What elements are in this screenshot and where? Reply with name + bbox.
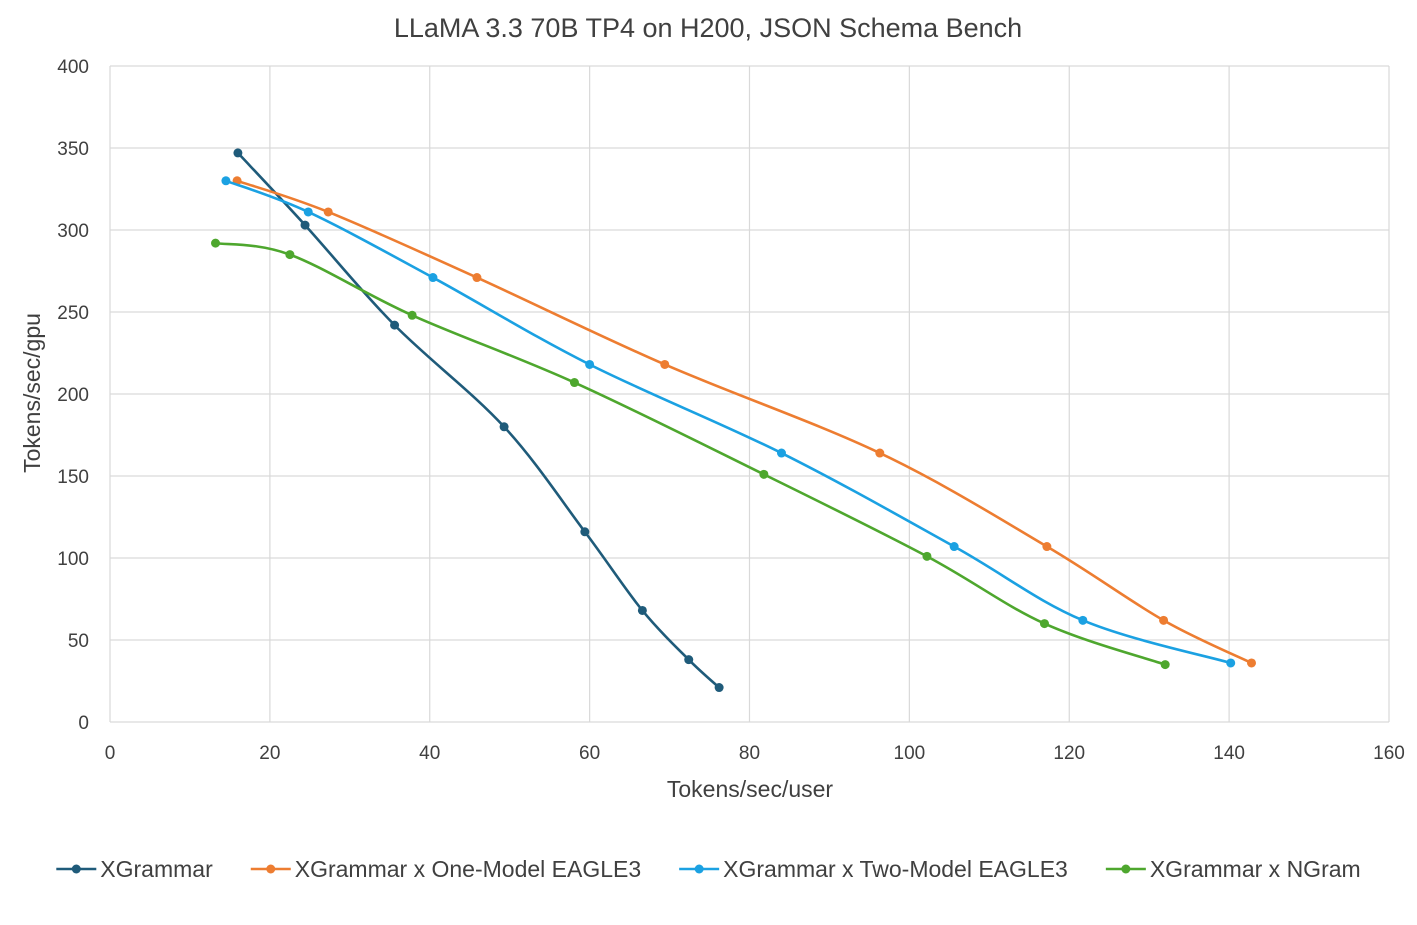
- x-tick-label: 0: [105, 743, 116, 764]
- data-point: [660, 359, 670, 369]
- data-point: [303, 207, 313, 217]
- data-point: [1078, 615, 1088, 625]
- tick-labels: 0 50 100 150 200 250 300 350 400 0 20 40 60 80 100 120 1…: [57, 57, 1405, 764]
- x-tick-label: 80: [739, 743, 760, 764]
- series: [211, 148, 1257, 693]
- series-group: [233, 148, 724, 693]
- y-tick-label: 200: [57, 385, 89, 406]
- data-point: [499, 422, 509, 432]
- data-point: [875, 448, 885, 458]
- series-group: [221, 176, 1236, 668]
- data-point: [1159, 615, 1169, 625]
- legend-point-marker: [266, 864, 276, 874]
- data-point: [300, 220, 310, 230]
- y-tick-label: 300: [57, 221, 89, 242]
- series-line: [236, 151, 721, 689]
- y-tick-label: 50: [68, 631, 89, 652]
- data-point: [759, 469, 769, 479]
- legend: XGrammar XGrammar x One-Model EAGLE3 XGram…: [56, 856, 1361, 882]
- y-tick-label: 350: [57, 139, 89, 160]
- data-point: [428, 273, 438, 283]
- y-tick-label: 100: [57, 549, 89, 570]
- data-point: [472, 273, 482, 283]
- legend-item: XGrammar: [56, 856, 213, 882]
- x-axis-title: Tokens/sec/user: [667, 776, 834, 802]
- legend-label: XGrammar x One-Model EAGLE3: [295, 856, 641, 882]
- data-point: [776, 448, 786, 458]
- data-point: [1042, 542, 1052, 552]
- data-point: [569, 378, 579, 388]
- data-point: [285, 250, 295, 260]
- data-point: [323, 207, 333, 217]
- y-tick-label: 250: [57, 303, 89, 324]
- series-line: [235, 179, 1253, 665]
- data-point: [585, 359, 595, 369]
- series-group: [232, 176, 1257, 668]
- data-point: [407, 310, 417, 320]
- data-point: [1039, 619, 1049, 629]
- data-point: [1247, 658, 1257, 668]
- legend-point-marker: [71, 864, 81, 874]
- data-point: [580, 527, 590, 537]
- data-point: [1160, 660, 1170, 670]
- chart-title: LLaMA 3.3 70B TP4 on H200, JSON Schema B…: [394, 13, 1022, 43]
- legend-label: XGrammar: [100, 856, 213, 882]
- data-point: [390, 320, 400, 330]
- x-tick-label: 40: [419, 743, 440, 764]
- y-tick-label: 0: [78, 713, 89, 734]
- data-point: [221, 176, 231, 186]
- y-axis-title: Tokens/sec/gpu: [19, 313, 45, 473]
- data-point: [637, 605, 647, 615]
- y-tick-label: 400: [57, 57, 89, 78]
- y-tick-label: 150: [57, 467, 89, 488]
- x-tick-label: 20: [259, 743, 280, 764]
- x-tick-label: 140: [1213, 743, 1245, 764]
- legend-item: XGrammar x One-Model EAGLE3: [250, 856, 641, 882]
- data-point: [211, 238, 221, 248]
- data-point: [1226, 658, 1236, 668]
- data-point: [233, 148, 243, 158]
- series-line: [214, 241, 1167, 666]
- data-point: [714, 683, 724, 693]
- x-tick-label: 120: [1053, 743, 1085, 764]
- data-point: [922, 551, 932, 561]
- x-tick-label: 160: [1373, 743, 1405, 764]
- legend-point-marker: [694, 864, 704, 874]
- grid: [109, 65, 1390, 723]
- legend-item: XGrammar x NGram: [1105, 856, 1361, 882]
- series-group: [211, 238, 1170, 670]
- legend-label: XGrammar x Two-Model EAGLE3: [723, 856, 1068, 882]
- x-tick-label: 60: [579, 743, 600, 764]
- data-point: [949, 542, 959, 552]
- series-line: [224, 179, 1233, 665]
- legend-item: XGrammar x Two-Model EAGLE3: [679, 856, 1068, 882]
- legend-point-marker: [1121, 864, 1131, 874]
- data-point: [684, 655, 694, 665]
- x-tick-label: 100: [894, 743, 926, 764]
- legend-label: XGrammar x NGram: [1150, 856, 1361, 882]
